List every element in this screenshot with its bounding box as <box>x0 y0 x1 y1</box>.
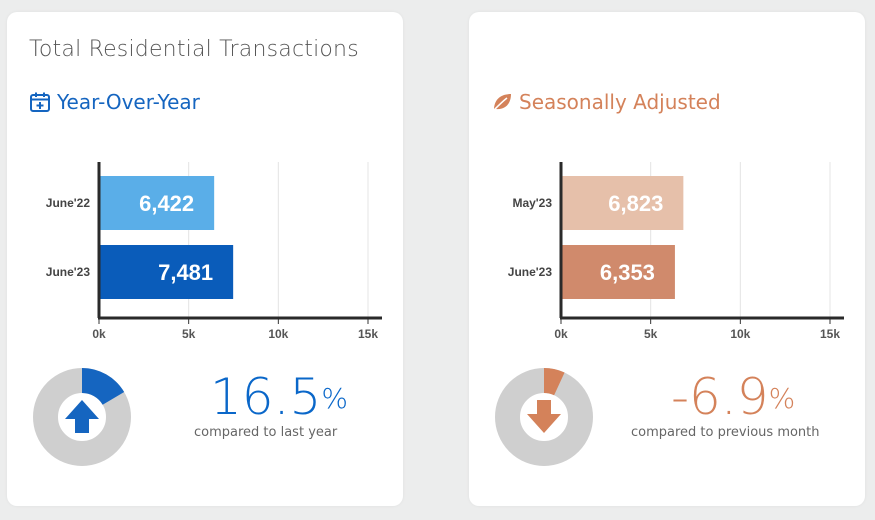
year-over-year-bar-chart: 0k 5k 10k 15k June'22 6,422 June'23 7,481 <box>46 162 382 341</box>
x-tick-label: 10k <box>730 327 750 341</box>
x-tick-label: 0k <box>92 327 106 341</box>
leaf-icon <box>491 91 513 113</box>
donut-segment <box>544 368 565 396</box>
x-tick-label: 15k <box>358 327 378 341</box>
section-header: Seasonally Adjusted <box>491 90 721 114</box>
category-label: June'23 <box>508 265 553 279</box>
arrow-up-icon <box>65 400 99 433</box>
donut-segment <box>82 368 125 405</box>
percent-change: 16.5% <box>210 372 348 422</box>
x-tick-label: 10k <box>268 327 288 341</box>
change-donut <box>495 368 593 466</box>
arrow-down-icon <box>527 400 561 433</box>
seasonally-adjusted-bar-chart: 0k 5k 10k 15k May'23 6,823 June'23 6,353 <box>508 162 844 341</box>
section-label: Seasonally Adjusted <box>519 90 721 114</box>
section-header: Year-Over-Year <box>29 90 200 114</box>
year-over-year-card: Total Residential Transactions Year-Over… <box>7 12 403 506</box>
bar <box>99 176 215 230</box>
bar-value-label: 7,481 <box>158 260 213 285</box>
x-tick-label: 5k <box>182 327 196 341</box>
x-tick-label: 5k <box>644 327 658 341</box>
bar <box>561 245 675 299</box>
x-tick-label: 0k <box>554 327 568 341</box>
percent-sign: % <box>321 382 348 415</box>
bar <box>99 245 234 299</box>
bar-value-label: 6,422 <box>139 191 194 216</box>
percent-change: -6.9% <box>671 372 795 422</box>
percent-number: -6.9 <box>671 368 769 426</box>
card-title: Total Residential Transactions <box>29 37 359 62</box>
category-label: June'23 <box>46 265 91 279</box>
percent-sign: % <box>768 382 796 415</box>
seasonally-adjusted-card: Seasonally Adjusted 0k 5k 10k 15k May'23 6,82… <box>469 12 865 506</box>
change-caption: compared to previous month <box>631 425 820 440</box>
change-donut <box>33 368 131 466</box>
percent-number: 16.5 <box>210 368 322 426</box>
section-label: Year-Over-Year <box>57 90 200 114</box>
category-label: June'22 <box>46 196 91 210</box>
bar <box>561 176 684 230</box>
bar-value-label: 6,353 <box>600 260 655 285</box>
x-tick-label: 15k <box>820 327 840 341</box>
calendar-plus-icon <box>29 91 51 113</box>
category-label: May'23 <box>512 196 552 210</box>
change-caption: compared to last year <box>194 425 338 440</box>
bar-value-label: 6,823 <box>608 191 663 216</box>
